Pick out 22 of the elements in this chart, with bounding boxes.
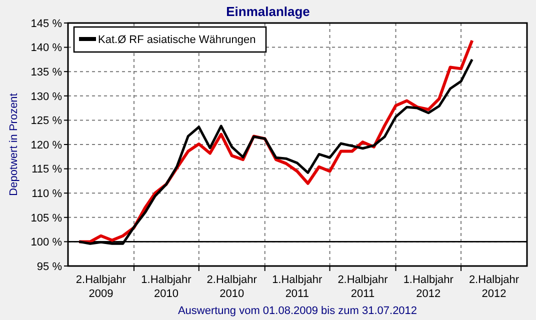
- x-tick-label: 2.Halbjahr 2011: [338, 274, 388, 300]
- x-tick-label: 2.Halbjahr 2012: [468, 274, 520, 300]
- y-tick-label: 135 %: [30, 66, 62, 78]
- x-tick-label: 1.Halbjahr 2012: [403, 274, 454, 300]
- x-tick-label: 2.Halbjahr 2009: [76, 274, 126, 300]
- y-tick-label: 145 %: [30, 18, 62, 30]
- x-tick-label: 2.Halbjahr 2010: [206, 274, 258, 300]
- y-tick-label: 110 %: [32, 188, 62, 200]
- y-tick-label: 125 %: [30, 115, 62, 128]
- y-axis-title: Depotwert in Prozent: [8, 93, 20, 196]
- x-tick-label: 1.Halbjahr 2010: [141, 274, 192, 300]
- y-tick-label: 120 %: [30, 139, 62, 152]
- y-tick-label: 130 %: [30, 90, 62, 103]
- y-tick-label: 95 %: [36, 260, 62, 273]
- y-tick-label: 105 %: [30, 212, 62, 224]
- x-tick-label: 1.Halbjahr 2011: [272, 274, 323, 300]
- y-tick-label: 140 %: [30, 42, 62, 54]
- legend-label: Kat.Ø RF asiatische Währungen: [98, 34, 256, 46]
- chart-title: Einmalanlage: [226, 4, 310, 19]
- y-tick-label: 100 %: [30, 236, 62, 249]
- y-tick-label: 115 %: [32, 164, 62, 176]
- text: Auswertung vom 01.08.2009 bis zum 31.07.2012: [178, 305, 418, 317]
